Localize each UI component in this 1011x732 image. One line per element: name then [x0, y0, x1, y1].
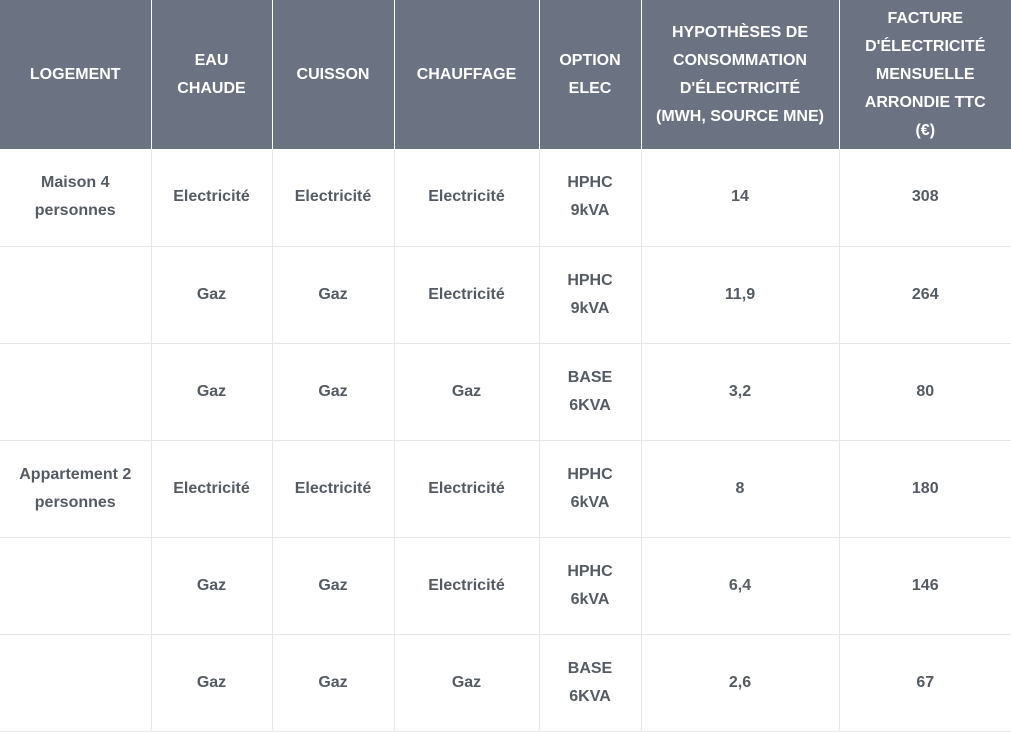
- table-cell: Appartement 2 personnes: [0, 440, 152, 538]
- header-cell: CHAUFFAGE: [394, 0, 540, 149]
- table-cell: Gaz: [272, 343, 395, 441]
- table-row: Maison 4 personnes Electricité Electricité…: [0, 149, 1011, 247]
- table-cell: 80: [839, 343, 1011, 441]
- header-row: LOGEMENT EAU CHAUDE CUISSON CHAUFFAGE OPTION…: [0, 0, 1011, 149]
- table-cell: HPHC 9kVA: [539, 149, 642, 247]
- header-cell: HYPOTHÈSES DE CONSOMMATION D'ÉLECTRICITÉ…: [641, 0, 840, 149]
- table-cell: 11,9: [641, 246, 840, 344]
- table-cell: [0, 634, 152, 732]
- table-cell: Electricité: [272, 440, 395, 538]
- table-cell: 6,4: [641, 537, 840, 635]
- table-row: Gaz Gaz Electricité HPHC 9kVA 11,9 264: [0, 246, 1011, 344]
- header-cell: CUISSON: [272, 0, 395, 149]
- table-cell: [0, 343, 152, 441]
- table-cell: 180: [839, 440, 1011, 538]
- table-cell: BASE 6KVA: [539, 634, 642, 732]
- table-cell: [0, 246, 152, 344]
- table-cell: Electricité: [394, 440, 540, 538]
- table-row: Gaz Gaz Electricité HPHC 6kVA 6,4 146: [0, 537, 1011, 635]
- table-cell: 3,2: [641, 343, 840, 441]
- table-cell: HPHC 6kVA: [539, 537, 642, 635]
- table-cell: 146: [839, 537, 1011, 635]
- table-cell: Gaz: [394, 343, 540, 441]
- table-body: Maison 4 personnes Electricité Electricité…: [0, 149, 1011, 732]
- table-cell: Electricité: [151, 440, 273, 538]
- table-row: Gaz Gaz Gaz BASE 6KVA 2,6 67: [0, 634, 1011, 732]
- table-cell: HPHC 9kVA: [539, 246, 642, 344]
- table-cell: 2,6: [641, 634, 840, 732]
- table-cell: HPHC 6kVA: [539, 440, 642, 538]
- table-row: Gaz Gaz Gaz BASE 6KVA 3,2 80: [0, 343, 1011, 441]
- header-cell: LOGEMENT: [0, 0, 152, 149]
- header-cell: FACTURE D'ÉLECTRICITÉ MENSUELLE ARRONDIE…: [839, 0, 1011, 149]
- table-cell: Electricité: [394, 246, 540, 344]
- table-cell: Gaz: [272, 537, 395, 635]
- table-cell: Electricité: [394, 537, 540, 635]
- table-cell: Maison 4 personnes: [0, 149, 152, 247]
- header-cell: EAU CHAUDE: [151, 0, 273, 149]
- table-cell: 8: [641, 440, 840, 538]
- table-cell: 14: [641, 149, 840, 247]
- table-cell: Gaz: [151, 343, 273, 441]
- header-cell: OPTION ELEC: [539, 0, 642, 149]
- table-row: Appartement 2 personnes Electricité Electr…: [0, 440, 1011, 538]
- table-cell: 264: [839, 246, 1011, 344]
- table-cell: Electricité: [272, 149, 395, 247]
- table-cell: Electricité: [151, 149, 273, 247]
- table-cell: [0, 537, 152, 635]
- table-cell: 67: [839, 634, 1011, 732]
- table-cell: Gaz: [151, 537, 273, 635]
- table-cell: Gaz: [394, 634, 540, 732]
- table-cell: BASE 6KVA: [539, 343, 642, 441]
- table-cell: Gaz: [151, 246, 273, 344]
- table-cell: Gaz: [272, 246, 395, 344]
- table-cell: Gaz: [151, 634, 273, 732]
- table-cell: Electricité: [394, 149, 540, 247]
- table-cell: 308: [839, 149, 1011, 247]
- table-cell: Gaz: [272, 634, 395, 732]
